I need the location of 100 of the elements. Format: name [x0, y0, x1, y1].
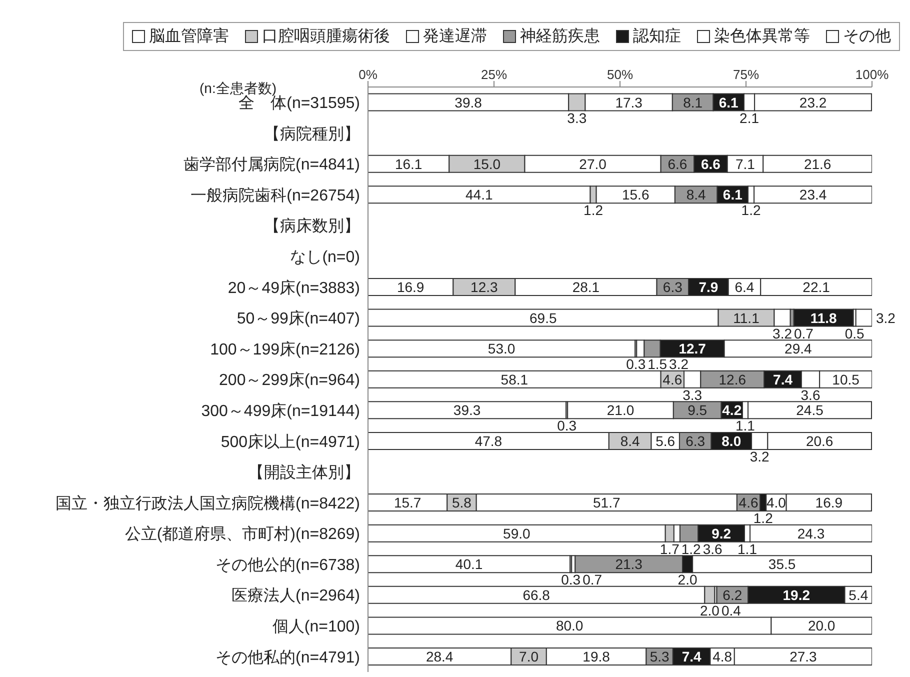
data-label: 0.7	[794, 325, 814, 342]
data-label: 1.2	[741, 202, 761, 218]
data-label: 17.3	[615, 94, 643, 110]
data-label: 5.3	[650, 648, 670, 665]
data-label: 16.9	[396, 279, 424, 296]
data-label: 7.1	[736, 156, 756, 172]
data-label: 11.8	[810, 310, 838, 326]
data-label: 27.3	[790, 648, 818, 665]
data-label: 0.3	[561, 572, 581, 588]
data-label: 6.2	[722, 586, 742, 603]
data-label: 16.9	[815, 494, 843, 511]
data-label: 3.2	[669, 356, 689, 372]
y-tick-label: その他公的(n=6738)	[216, 556, 360, 574]
data-label: 9.2	[712, 525, 732, 542]
data-label: 0.4	[721, 602, 742, 618]
y-tick-label: なし(n=0)	[290, 249, 360, 266]
data-label: 1.1	[738, 540, 758, 557]
data-label: 4.6	[738, 494, 758, 511]
data-label: 8.0	[722, 433, 742, 449]
data-label: 39.8	[454, 94, 482, 110]
data-label: 23.2	[799, 94, 827, 110]
data-label: 2.0	[700, 602, 720, 618]
data-label: 15.0	[473, 156, 501, 172]
data-label: 7.0	[519, 648, 539, 665]
data-label: 27.0	[579, 156, 607, 172]
y-tick-label: 50～99床(n=407)	[236, 310, 360, 328]
data-label: 16.1	[394, 156, 422, 172]
data-label: 1.5	[648, 356, 668, 372]
data-label: 0.7	[582, 572, 602, 588]
data-label: 3.6	[800, 386, 820, 403]
y-tick-label: 公立(都道府県、市町村)(n=8269)	[124, 525, 360, 544]
data-label: 15.6	[622, 186, 650, 203]
data-label: 2.1	[740, 110, 760, 126]
data-label: 1.2	[681, 540, 702, 557]
y-tick-label: 国立・独立行政法人国立病院機構(n=8422)	[56, 494, 360, 512]
data-label: 7.9	[698, 279, 718, 296]
data-label: 7.4	[773, 371, 793, 388]
data-label: 8.4	[686, 186, 706, 203]
y-tick-label: 300～499床(n=19144)	[201, 402, 360, 420]
data-label: 0.3	[557, 418, 577, 434]
data-label: 6.3	[662, 279, 683, 296]
data-label: 12.6	[718, 371, 746, 388]
data-label: 19.8	[582, 648, 610, 665]
data-label: 3.2	[876, 310, 896, 326]
legend-label: 発達遅滞	[423, 26, 487, 47]
data-label: 4.8	[712, 648, 732, 665]
data-label: 51.7	[593, 494, 620, 511]
data-label: 47.8	[474, 433, 502, 449]
data-label: 44.1	[466, 186, 493, 203]
legend-label: 脳血管障害	[149, 26, 229, 47]
data-label: 0.3	[626, 356, 646, 372]
data-label: 20.0	[808, 618, 836, 634]
x-tick-label: 50%	[606, 67, 634, 82]
data-label: 28.4	[426, 648, 454, 665]
data-label: 5.6	[656, 433, 676, 449]
data-label: 6.1	[722, 186, 743, 203]
data-label: 59.0	[503, 525, 531, 542]
x-tick-label: 100%	[855, 67, 890, 82]
y-tick-label: 医療法人(n=2964)	[232, 586, 360, 605]
text: (n:全患者数)	[200, 80, 276, 96]
data-label: 3.2	[772, 325, 792, 342]
y-tick-label: 【病床数別】	[264, 217, 360, 236]
data-label: 3.3	[682, 386, 702, 403]
data-label: 10.5	[832, 371, 860, 388]
data-label: 15.7	[394, 494, 422, 511]
data-label: 9.5	[688, 402, 708, 418]
data-label: 66.8	[522, 586, 550, 603]
data-label: 2.0	[678, 572, 698, 588]
legend-label: 口腔咽頭腫瘍術後	[262, 26, 390, 47]
y-tick-label: 歯学部付属病院(n=4841)	[184, 156, 360, 174]
data-label: 21.3	[615, 556, 643, 572]
data-label: 1.1	[736, 418, 756, 434]
data-label: 3.6	[702, 540, 723, 557]
data-label: 1.7	[660, 540, 680, 557]
data-label: 1.2	[753, 510, 774, 526]
data-label: 11.1	[733, 310, 760, 326]
x-tick-label: 25%	[480, 67, 508, 82]
data-label: 20.6	[806, 433, 834, 449]
y-tick-label: 20～49床(n=3883)	[228, 278, 360, 297]
legend-label: その他	[843, 27, 891, 47]
y-tick-label: 200～299床(n=964)	[219, 371, 360, 390]
data-label: 6.3	[686, 433, 706, 449]
x-tick-label: 0%	[358, 67, 378, 82]
data-label: 58.1	[500, 371, 528, 388]
data-label: 69.5	[530, 310, 557, 326]
data-label: 0.5	[844, 325, 865, 342]
data-label: 19.2	[782, 586, 810, 603]
y-tick-label: 一般病院歯科(n=26754)	[190, 186, 360, 204]
data-label: 4.0	[766, 494, 786, 511]
data-label: 6.6	[668, 156, 688, 172]
data-label: 21.6	[804, 156, 832, 172]
data-label: 7.4	[682, 648, 702, 665]
data-label: 40.1	[455, 556, 483, 572]
data-label: 3.2	[750, 448, 770, 464]
data-label: 6.1	[718, 94, 739, 110]
data-label: 35.5	[768, 556, 796, 572]
legend-label: 神経筋疾患	[520, 26, 600, 47]
data-label: 8.4	[620, 433, 640, 449]
data-label: 3.3	[567, 110, 587, 126]
y-tick-label: その他私的(n=4791)	[216, 649, 360, 666]
